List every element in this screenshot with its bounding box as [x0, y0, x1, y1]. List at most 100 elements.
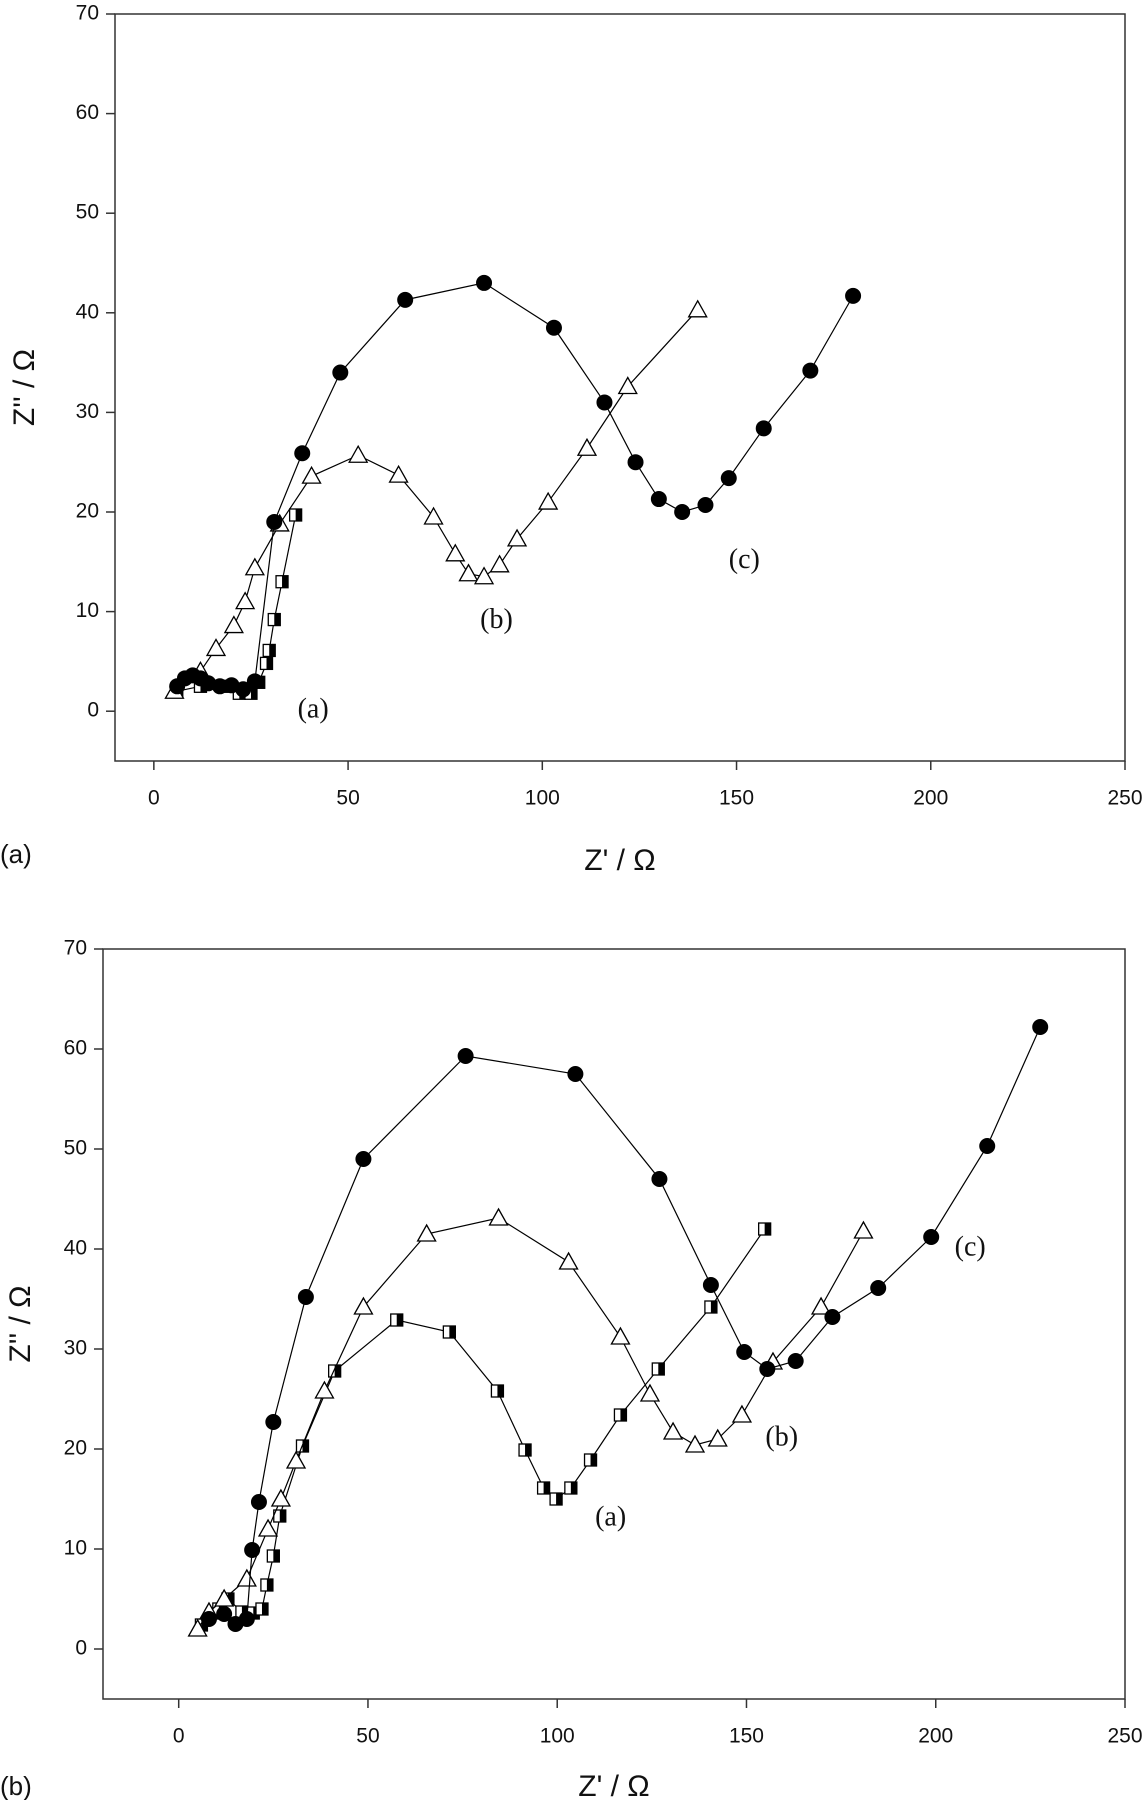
- data-point: [267, 612, 281, 627]
- data-point: [288, 508, 303, 522]
- data-point: [684, 1434, 706, 1453]
- data-point: [294, 445, 311, 462]
- y-tick-label: 30: [64, 1337, 87, 1360]
- data-point: [236, 1568, 257, 1587]
- marker-shape: [458, 563, 479, 582]
- data-point: [490, 1384, 505, 1398]
- data-point: [731, 1404, 753, 1423]
- marker-shape: [610, 1326, 631, 1345]
- data-point: [388, 464, 409, 483]
- marker-shape: [567, 1066, 584, 1082]
- marker-shape: [211, 678, 228, 695]
- data-point: [564, 1481, 578, 1495]
- data-point: [314, 1380, 335, 1399]
- marker-shape: [270, 1488, 292, 1507]
- data-point: [266, 513, 283, 530]
- marker-shape: [488, 1207, 509, 1226]
- marker-shape: [596, 394, 613, 411]
- marker-shape: [476, 274, 493, 291]
- marker-shape: [525, 1444, 532, 1456]
- marker-shape: [870, 1280, 887, 1296]
- marker-shape: [273, 1550, 280, 1562]
- marker-shape: [545, 319, 562, 336]
- y-tick-label: 50: [64, 1137, 87, 1160]
- data-point: [301, 465, 322, 484]
- data-point: [235, 681, 252, 698]
- marker-shape: [274, 613, 281, 626]
- data-point: [238, 1611, 255, 1627]
- data-point: [617, 376, 638, 395]
- data-point: [260, 1578, 274, 1592]
- data-point: [674, 504, 691, 520]
- y-tick-label: 70: [76, 2, 99, 25]
- x-tick-label: 150: [729, 1725, 764, 1748]
- marker-shape: [235, 591, 256, 610]
- marker-shape: [824, 1309, 841, 1325]
- marker-shape: [353, 1296, 374, 1315]
- marker-shape: [489, 554, 510, 573]
- data-point: [348, 444, 369, 463]
- marker-shape: [697, 497, 714, 514]
- data-point: [583, 1453, 598, 1467]
- marker-shape: [261, 1603, 268, 1615]
- marker-shape: [397, 291, 414, 308]
- x-tick-label: 0: [148, 787, 160, 810]
- marker-shape: [187, 1618, 208, 1637]
- data-point: [853, 1220, 874, 1239]
- marker-shape: [736, 1344, 753, 1360]
- marker-shape: [266, 1579, 273, 1591]
- marker-shape: [285, 1450, 307, 1469]
- marker-shape: [244, 557, 265, 576]
- data-point: [687, 299, 708, 318]
- y-tick-label: 40: [76, 300, 99, 323]
- marker-shape: [543, 1482, 550, 1494]
- marker-shape: [216, 1606, 233, 1622]
- data-point: [200, 1611, 217, 1627]
- data-point: [639, 1383, 661, 1402]
- plot-frame: [102, 948, 1126, 1700]
- marker-shape: [445, 543, 466, 562]
- y-tick-label: 30: [76, 400, 99, 423]
- data-point: [332, 364, 349, 381]
- series-line: [174, 309, 699, 692]
- marker-shape: [538, 491, 559, 510]
- data-point: [355, 1151, 372, 1167]
- data-point: [265, 1414, 282, 1430]
- data-point: [187, 1618, 208, 1637]
- x-tick-label: 50: [356, 1725, 379, 1748]
- marker-shape: [457, 1048, 474, 1064]
- data-point: [923, 1229, 940, 1245]
- data-point: [596, 394, 613, 411]
- data-point: [567, 1066, 584, 1082]
- marker-shape: [556, 1493, 563, 1505]
- marker-shape: [257, 1518, 279, 1537]
- marker-shape: [853, 1220, 874, 1239]
- marker-shape: [650, 491, 667, 508]
- data-point: [445, 543, 466, 562]
- marker-shape: [250, 1494, 267, 1510]
- data-point: [824, 1309, 841, 1325]
- x-tick-label: 200: [918, 1725, 953, 1748]
- marker-shape: [620, 1409, 627, 1421]
- y-tick-label: 70: [64, 937, 87, 960]
- data-point: [266, 1549, 280, 1563]
- data-point: [506, 528, 528, 547]
- marker-shape: [662, 1421, 684, 1440]
- marker-shape: [674, 504, 691, 520]
- series-line: [201, 1228, 766, 1626]
- marker-shape: [302, 1440, 309, 1452]
- marker-shape: [558, 1251, 579, 1270]
- x-tick-label: 100: [525, 787, 560, 810]
- data-point: [707, 1428, 728, 1447]
- y-tick-label: 60: [76, 101, 99, 124]
- marker-shape: [576, 437, 598, 456]
- y-tick-label: 20: [76, 500, 99, 523]
- marker-shape: [244, 1542, 261, 1558]
- marker-shape: [570, 1482, 577, 1494]
- marker-shape: [355, 1151, 372, 1167]
- data-point: [810, 1296, 832, 1315]
- data-point: [328, 1364, 342, 1378]
- marker-shape: [334, 1365, 341, 1377]
- data-point: [651, 1171, 668, 1187]
- marker-shape: [348, 444, 369, 463]
